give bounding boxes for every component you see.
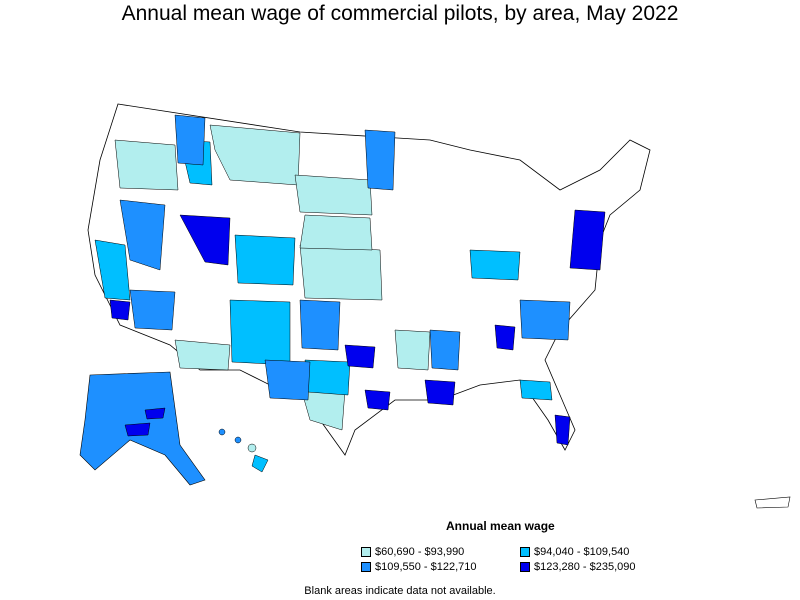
legend-title: Annual mean wage [446, 519, 555, 533]
map-title: Annual mean wage of commercial pilots, b… [121, 2, 679, 25]
legend-label-tier1: $60,690 - $93,990 [375, 546, 465, 558]
area-dallas [344, 344, 376, 369]
area-montana [209, 124, 301, 186]
area-california-central [94, 239, 131, 301]
legend-swatch-tier1 [361, 547, 371, 557]
area-texas-central [264, 359, 311, 401]
area-kansas [299, 244, 383, 301]
alaska-fairbanks [144, 407, 166, 420]
area-oregon-east [114, 139, 179, 191]
area-washington-east [174, 114, 206, 166]
legend-swatch-tier2 [520, 547, 530, 557]
area-carolinas [519, 299, 571, 341]
area-houston [364, 389, 391, 411]
area-florida-north [519, 379, 553, 401]
legend-swatch-tier4 [520, 562, 530, 572]
legend-item-tier4: $123,280 - $235,090 [520, 561, 636, 573]
area-mississippi [394, 329, 431, 371]
area-atlanta [494, 324, 516, 351]
puerto-rico [754, 496, 791, 509]
tier1-areas [114, 124, 431, 431]
area-new-mexico-south [174, 339, 231, 371]
tier4-areas [109, 209, 606, 446]
area-south-florida [554, 414, 571, 446]
area-minnesota [364, 129, 396, 191]
area-new-mexico [229, 299, 291, 366]
area-dakotas [294, 174, 373, 216]
area-alabama [429, 329, 461, 371]
area-gulf-coast [304, 359, 351, 396]
area-texas-north [299, 299, 341, 351]
area-ohio-valley [469, 249, 521, 281]
area-louisiana [424, 379, 456, 406]
footnote: Blank areas indicate data not available. [304, 585, 496, 597]
legend-label-tier2: $94,040 - $109,540 [534, 546, 630, 558]
area-arizona [129, 289, 176, 331]
area-la [109, 299, 131, 321]
area-nebraska [299, 214, 373, 251]
alaska-anchorage [124, 422, 151, 437]
legend-label-tier4: $123,280 - $235,090 [534, 561, 636, 573]
area-utah [179, 214, 231, 266]
area-northeast-corridor [569, 209, 606, 271]
legend-swatch-tier3 [361, 562, 371, 572]
legend-item-tier1: $60,690 - $93,990 [361, 546, 464, 558]
area-nevada [119, 199, 166, 271]
tier3-areas [119, 114, 571, 401]
hawaii [218, 428, 269, 473]
legend-label-tier3: $109,550 - $122,710 [375, 561, 477, 573]
legend-item-tier3: $109,550 - $122,710 [361, 561, 477, 573]
legend-item-tier2: $94,040 - $109,540 [520, 546, 629, 558]
area-colorado [234, 234, 296, 286]
